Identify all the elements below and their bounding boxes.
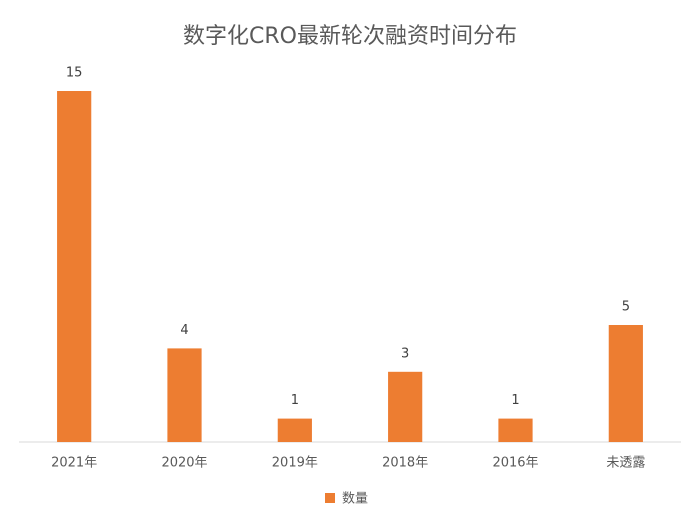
legend-swatch — [325, 493, 335, 503]
bar — [388, 371, 423, 442]
bar — [608, 325, 643, 442]
chart-title: 数字化CRO最新轮次融资时间分布 — [183, 24, 517, 49]
bar — [277, 418, 312, 442]
x-tick-label: 2019年 — [272, 456, 318, 471]
bar — [167, 348, 202, 442]
bar — [498, 418, 533, 442]
data-label: 4 — [180, 323, 188, 338]
x-tick-label: 未透露 — [606, 456, 645, 471]
x-tick-label: 2018年 — [382, 456, 428, 471]
data-label: 1 — [291, 393, 299, 408]
data-label: 5 — [622, 300, 630, 315]
data-label: 1 — [511, 393, 519, 408]
x-tick-label: 2016年 — [492, 456, 538, 471]
data-label: 3 — [401, 346, 409, 361]
x-tick-label: 2020年 — [161, 456, 207, 471]
data-label: 15 — [66, 66, 83, 81]
x-tick-label: 2021年 — [51, 456, 97, 471]
legend-label: 数量 — [342, 492, 368, 507]
bar — [57, 91, 92, 442]
